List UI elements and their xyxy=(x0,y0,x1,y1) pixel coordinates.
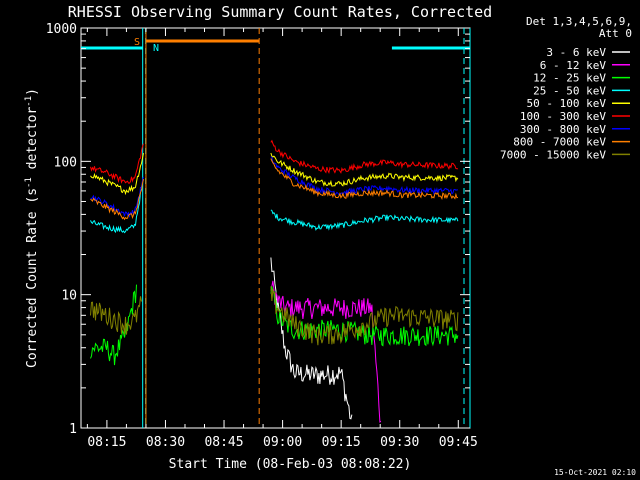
night-label: N xyxy=(153,43,159,54)
series-group xyxy=(90,139,459,423)
legend-label: 50 - 100 keV xyxy=(527,97,607,110)
series-line-0-after xyxy=(270,257,353,420)
chart-title: RHESSI Observing Summary Count Rates, Co… xyxy=(68,3,492,21)
x-tick-label: 09:45 xyxy=(439,435,478,450)
x-tick-label: 08:15 xyxy=(87,435,126,450)
x-tick-label: 09:30 xyxy=(380,435,419,450)
y-axis-label-part3: ) xyxy=(25,88,40,96)
plot-border xyxy=(80,27,471,429)
series-line-8-before xyxy=(90,296,142,335)
x-tick-label: 08:45 xyxy=(204,435,243,450)
y-tick-label: 1000 xyxy=(46,22,77,37)
y-axis-label-part2: detector xyxy=(25,107,40,178)
series-line-7-after xyxy=(270,158,458,201)
series-line-7-before xyxy=(90,178,144,221)
legend-label: 3 - 6 keV xyxy=(546,46,606,59)
legend-label: 25 - 50 keV xyxy=(533,84,606,97)
plot-frame xyxy=(80,27,471,429)
saa-label: S xyxy=(134,37,140,48)
series-line-6-after xyxy=(270,156,458,196)
series-line-3-before xyxy=(90,189,142,234)
series-line-4-after xyxy=(270,152,459,187)
legend-label: 12 - 25 keV xyxy=(533,72,606,85)
series-line-5-before xyxy=(90,143,144,184)
series-line-1-after xyxy=(270,280,382,423)
series-line-5-after xyxy=(270,139,458,174)
series-line-2-after xyxy=(270,286,459,347)
series-line-3-after xyxy=(270,209,459,231)
y-axis-label-part1: Corrected Count Rate (s xyxy=(25,188,40,368)
orbit-markers: SN xyxy=(81,28,471,428)
series-line-8-after xyxy=(270,286,459,346)
legend-label: 6 - 12 keV xyxy=(540,59,607,72)
footer-timestamp: 15-Oct-2021 02:10 xyxy=(554,468,636,477)
legend-label: 800 - 7000 keV xyxy=(513,136,606,149)
x-tick-label: 08:30 xyxy=(146,435,185,450)
y-axis: 1 10 100 1000 xyxy=(46,22,470,437)
x-tick-label: 09:00 xyxy=(263,435,302,450)
legend-label: 100 - 300 keV xyxy=(520,110,606,123)
legend-header-line1: Det 1,3,4,5,6,9, xyxy=(526,15,632,28)
x-axis-label: Start Time (08-Feb-03 08:08:22) xyxy=(169,457,412,472)
legend-header-line2: Att 0 xyxy=(599,27,632,40)
y-axis-label-sup2: -1 xyxy=(24,96,34,107)
legend-label: 300 - 800 keV xyxy=(520,123,606,136)
y-axis-label-sup1: -1 xyxy=(24,177,34,188)
legend-label: 7000 - 15000 keV xyxy=(500,148,606,161)
x-axis: 08:15 08:30 08:45 09:00 09:15 09:30 09:45 xyxy=(86,28,478,450)
series-line-6-before xyxy=(90,176,144,218)
series-line-2-before xyxy=(90,284,137,366)
y-tick-label: 1 xyxy=(69,422,77,437)
y-tick-label: 10 xyxy=(61,289,77,304)
series-line-4-before xyxy=(90,153,144,196)
y-tick-label: 100 xyxy=(54,155,77,170)
y-axis-label: Corrected Count Rate (s-1 detector-1) xyxy=(24,88,40,368)
x-tick-label: 09:15 xyxy=(322,435,361,450)
